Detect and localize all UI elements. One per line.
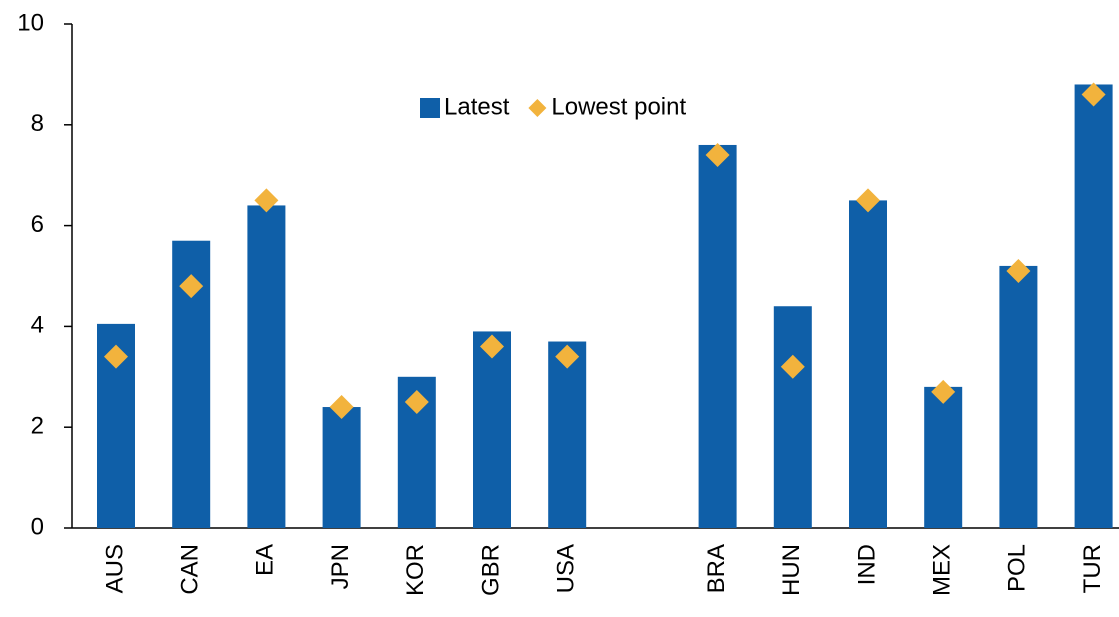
bar <box>698 144 737 528</box>
x-tick-label: MEX <box>929 544 956 596</box>
y-tick-label: 2 <box>31 413 44 440</box>
diamond-marker <box>179 274 204 299</box>
x-tick-label: CAN <box>177 544 204 595</box>
x-tick-label: EA <box>252 544 279 576</box>
bar <box>849 200 887 528</box>
x-tick-label: POL <box>1004 544 1031 592</box>
x-tick-label: HUN <box>778 544 805 596</box>
y-tick-label: 0 <box>31 513 44 540</box>
diamond-marker <box>705 143 730 168</box>
y-tick-label: 6 <box>31 211 44 238</box>
x-tick-label: KOR <box>402 544 429 596</box>
diamond-marker <box>329 395 354 420</box>
legend-swatch <box>528 99 547 117</box>
diamond-marker <box>1081 82 1106 107</box>
bar <box>1074 84 1113 528</box>
bar <box>773 306 812 528</box>
bar <box>322 407 361 528</box>
bar <box>924 386 963 528</box>
legend-label: Lowest point <box>551 93 686 120</box>
x-tick-label: TUR <box>1079 544 1106 593</box>
x-tick-label: BRA <box>703 544 730 593</box>
diamond-marker <box>780 354 805 379</box>
diamond-marker <box>931 379 956 404</box>
y-tick-label: 8 <box>31 110 44 137</box>
bar <box>247 205 286 528</box>
diamond-marker <box>104 344 128 369</box>
x-tick-label: GBR <box>477 544 504 596</box>
x-tick-label: USA <box>553 544 580 593</box>
diamond-marker <box>1006 258 1031 283</box>
x-tick-label: IND <box>853 544 880 585</box>
diamond-marker <box>404 390 429 414</box>
diamond-marker <box>480 334 504 359</box>
y-tick-label: 10 <box>17 9 44 36</box>
diamond-marker <box>856 188 880 213</box>
legend-swatch <box>420 98 440 118</box>
bar <box>548 341 587 528</box>
diamond-marker <box>254 188 279 213</box>
y-tick-label: 4 <box>31 312 44 339</box>
x-tick-label: JPN <box>327 544 354 589</box>
bar <box>999 265 1038 528</box>
x-tick-label: AUS <box>101 544 128 593</box>
bar <box>473 331 511 528</box>
diamond-marker <box>555 344 580 369</box>
legend-label: Latest <box>444 93 510 120</box>
